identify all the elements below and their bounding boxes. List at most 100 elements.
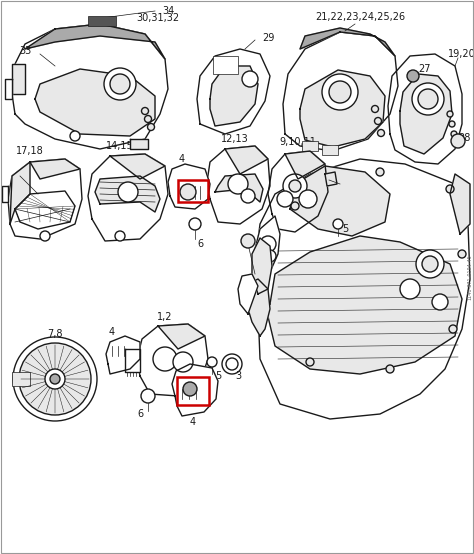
Text: 27: 27 <box>419 64 431 74</box>
Circle shape <box>173 352 193 372</box>
Polygon shape <box>197 49 270 134</box>
Circle shape <box>141 389 155 403</box>
Text: 6: 6 <box>197 239 203 249</box>
Polygon shape <box>125 349 140 372</box>
Text: 6: 6 <box>137 409 143 419</box>
Circle shape <box>241 189 255 203</box>
Text: 3: 3 <box>235 371 241 381</box>
Polygon shape <box>290 166 390 236</box>
Polygon shape <box>30 159 80 179</box>
Circle shape <box>207 357 217 367</box>
Text: 33: 33 <box>19 46 31 56</box>
Circle shape <box>407 70 419 82</box>
Polygon shape <box>95 176 160 212</box>
Polygon shape <box>388 54 462 164</box>
Polygon shape <box>300 70 385 147</box>
Polygon shape <box>207 146 270 224</box>
Polygon shape <box>215 174 263 202</box>
Circle shape <box>377 130 384 136</box>
Polygon shape <box>325 172 337 186</box>
Circle shape <box>50 374 60 384</box>
Circle shape <box>147 124 155 131</box>
Circle shape <box>153 347 177 371</box>
Text: 19,20: 19,20 <box>448 49 474 59</box>
Circle shape <box>458 250 466 258</box>
Polygon shape <box>245 279 270 336</box>
Circle shape <box>374 117 382 125</box>
Circle shape <box>40 231 50 241</box>
Polygon shape <box>225 146 268 174</box>
Polygon shape <box>158 324 205 349</box>
Polygon shape <box>450 174 470 234</box>
Polygon shape <box>15 191 75 229</box>
Polygon shape <box>238 274 258 314</box>
Circle shape <box>447 111 453 117</box>
Circle shape <box>400 279 420 299</box>
Bar <box>12 372 30 386</box>
Text: 5: 5 <box>215 371 221 381</box>
Polygon shape <box>35 69 155 136</box>
Bar <box>177 377 209 405</box>
Polygon shape <box>110 154 165 179</box>
Circle shape <box>115 231 125 241</box>
Circle shape <box>416 250 444 278</box>
Circle shape <box>333 219 343 229</box>
Polygon shape <box>106 336 140 374</box>
Circle shape <box>19 343 91 415</box>
Polygon shape <box>400 74 452 154</box>
Circle shape <box>241 234 255 248</box>
Text: 29: 29 <box>262 33 274 43</box>
Circle shape <box>451 131 457 137</box>
Bar <box>88 16 116 26</box>
Polygon shape <box>5 79 12 99</box>
Text: 34: 34 <box>162 6 174 16</box>
Circle shape <box>242 71 258 87</box>
Bar <box>302 141 318 151</box>
Bar <box>322 145 338 155</box>
Polygon shape <box>137 324 208 396</box>
Polygon shape <box>300 28 395 56</box>
Circle shape <box>449 121 455 127</box>
Polygon shape <box>12 24 168 149</box>
Polygon shape <box>8 159 82 239</box>
Circle shape <box>299 190 317 208</box>
Circle shape <box>104 68 136 100</box>
Polygon shape <box>130 139 148 149</box>
Circle shape <box>264 250 276 262</box>
Circle shape <box>183 382 197 396</box>
Polygon shape <box>25 24 165 59</box>
Text: 5: 5 <box>342 224 348 234</box>
Circle shape <box>283 174 307 198</box>
Circle shape <box>180 184 196 200</box>
Circle shape <box>260 236 276 252</box>
Circle shape <box>329 81 351 103</box>
Circle shape <box>449 325 457 333</box>
Circle shape <box>277 191 293 207</box>
Text: 28: 28 <box>458 133 470 143</box>
Circle shape <box>45 369 65 389</box>
Polygon shape <box>210 66 258 126</box>
Circle shape <box>446 185 454 193</box>
Bar <box>213 56 238 74</box>
Circle shape <box>386 365 394 373</box>
Text: 4: 4 <box>179 154 185 164</box>
Bar <box>178 180 208 202</box>
Circle shape <box>118 182 138 202</box>
Text: 1140-871-0194-45: 1140-871-0194-45 <box>467 254 473 300</box>
Circle shape <box>306 358 314 366</box>
Text: 17,18: 17,18 <box>16 146 44 156</box>
Polygon shape <box>10 162 30 224</box>
Text: 12,13: 12,13 <box>221 134 249 144</box>
Text: 30,31,32: 30,31,32 <box>137 13 180 23</box>
Circle shape <box>110 74 130 94</box>
Circle shape <box>228 174 248 194</box>
Polygon shape <box>255 216 280 279</box>
Circle shape <box>189 218 201 230</box>
Circle shape <box>70 131 80 141</box>
Circle shape <box>376 168 384 176</box>
Polygon shape <box>172 364 218 416</box>
Text: 9,10,11: 9,10,11 <box>280 137 317 147</box>
Circle shape <box>418 89 438 109</box>
Circle shape <box>145 115 152 122</box>
Circle shape <box>372 105 379 112</box>
